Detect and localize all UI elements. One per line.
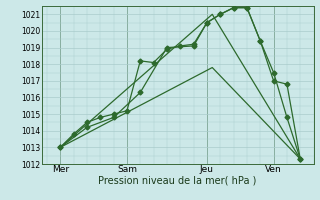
X-axis label: Pression niveau de la mer( hPa ): Pression niveau de la mer( hPa ) (99, 176, 257, 186)
